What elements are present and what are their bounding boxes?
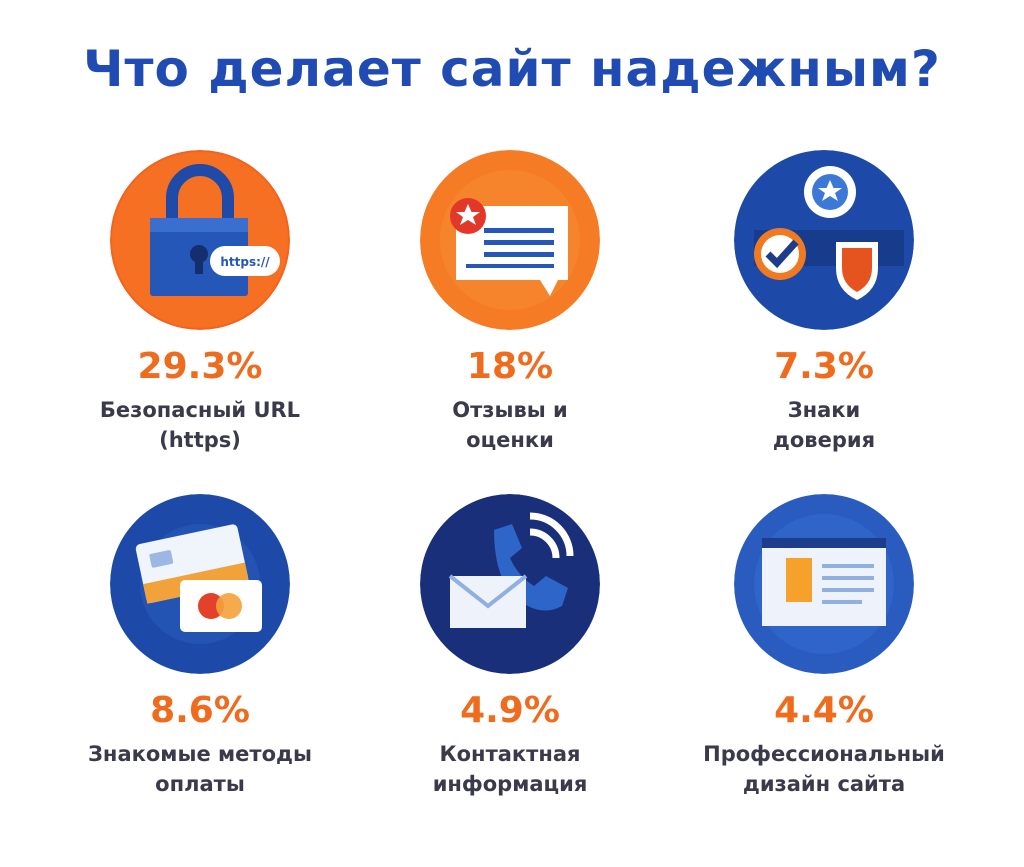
stat-label: Безопасный URL (https): [40, 395, 360, 455]
page-title: Что делает сайт надежным?: [83, 40, 941, 98]
stat-label-line: Отзывы и: [452, 398, 568, 422]
stat-label-line: Безопасный URL: [99, 398, 301, 422]
stat-label-line: Знаки: [787, 398, 861, 422]
trust-badges-icon: [734, 150, 914, 330]
stat-label: Знакомые методы оплаты: [40, 739, 360, 799]
stat-label: Контактная информация: [350, 739, 670, 799]
stat-label-line: оценки: [466, 428, 554, 452]
stat-label: Знаки доверия: [664, 395, 984, 455]
stat-percent: 4.4%: [774, 690, 874, 731]
stat-percent: 29.3%: [137, 346, 263, 387]
stat-percent: 7.3%: [774, 346, 874, 387]
stat-percent: 18%: [466, 346, 554, 387]
stat-label-line: доверия: [772, 428, 876, 452]
web-design-icon: [734, 494, 914, 674]
stat-label-line: оплаты: [155, 772, 245, 796]
payment-cards-icon: [110, 494, 290, 674]
stat-label-line: Контактная: [439, 742, 581, 766]
stat-label-line: (https): [159, 428, 241, 452]
stat-label: Профессиональный дизайн сайта: [664, 739, 984, 799]
stat-label-line: информация: [432, 772, 588, 796]
stat-label-line: дизайн сайта: [742, 772, 906, 796]
https-icon-text: https://: [220, 255, 270, 269]
stat-label-line: Знакомые методы: [88, 742, 312, 766]
phone-mail-icon: [420, 494, 600, 674]
stat-label-line: Профессиональный: [703, 742, 945, 766]
padlock-https-icon: https://: [110, 150, 290, 330]
review-message-icon: [420, 150, 600, 330]
stat-percent: 8.6%: [150, 690, 250, 731]
stat-label: Отзывы и оценки: [350, 395, 670, 455]
stat-percent: 4.9%: [460, 690, 560, 731]
